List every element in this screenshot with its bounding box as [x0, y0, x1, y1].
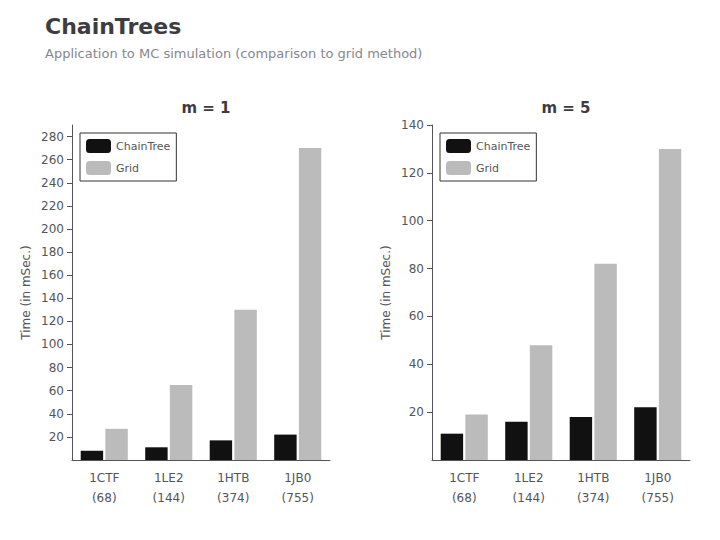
svg-text:160: 160 [41, 268, 64, 282]
svg-text:Grid: Grid [476, 162, 499, 175]
svg-text:Time (in mSec.): Time (in mSec.) [379, 245, 393, 340]
svg-text:(68): (68) [452, 491, 477, 505]
svg-text:Application to MC simulation (: Application to MC simulation (comparison… [45, 46, 422, 61]
svg-text:ChainTree: ChainTree [476, 140, 531, 153]
svg-text:200: 200 [41, 222, 64, 236]
svg-text:1LE2: 1LE2 [154, 471, 184, 485]
svg-text:1CTF: 1CTF [449, 471, 479, 485]
svg-text:Time (in mSec.): Time (in mSec.) [19, 245, 33, 340]
svg-text:260: 260 [41, 153, 64, 167]
svg-text:m = 1: m = 1 [181, 99, 230, 117]
svg-text:Grid: Grid [116, 162, 139, 175]
svg-text:(144): (144) [153, 491, 185, 505]
svg-text:40: 40 [409, 357, 424, 371]
svg-text:180: 180 [41, 245, 64, 259]
svg-text:(755): (755) [282, 491, 314, 505]
svg-text:(755): (755) [642, 491, 674, 505]
svg-text:280: 280 [41, 130, 64, 144]
svg-text:40: 40 [49, 407, 64, 421]
svg-text:ChainTree: ChainTree [116, 140, 171, 153]
svg-text:1HTB: 1HTB [217, 471, 249, 485]
svg-text:120: 120 [401, 166, 424, 180]
svg-text:1CTF: 1CTF [89, 471, 119, 485]
svg-text:100: 100 [401, 214, 424, 228]
svg-text:m = 5: m = 5 [541, 99, 590, 117]
svg-text:(374): (374) [577, 491, 609, 505]
svg-text:1JB0: 1JB0 [644, 471, 671, 485]
svg-text:80: 80 [409, 262, 424, 276]
svg-text:100: 100 [41, 337, 64, 351]
svg-text:120: 120 [41, 314, 64, 328]
svg-text:220: 220 [41, 199, 64, 213]
svg-text:60: 60 [49, 384, 64, 398]
svg-text:20: 20 [409, 405, 424, 419]
svg-text:140: 140 [41, 291, 64, 305]
svg-text:1HTB: 1HTB [577, 471, 609, 485]
svg-text:1JB0: 1JB0 [284, 471, 311, 485]
svg-text:(144): (144) [513, 491, 545, 505]
svg-text:140: 140 [401, 118, 424, 132]
svg-text:20: 20 [49, 430, 64, 444]
svg-text:240: 240 [41, 176, 64, 190]
svg-text:ChainTrees: ChainTrees [45, 14, 181, 39]
svg-text:80: 80 [49, 361, 64, 375]
svg-text:(374): (374) [217, 491, 249, 505]
svg-text:(68): (68) [92, 491, 117, 505]
svg-text:60: 60 [409, 309, 424, 323]
svg-text:1LE2: 1LE2 [514, 471, 544, 485]
